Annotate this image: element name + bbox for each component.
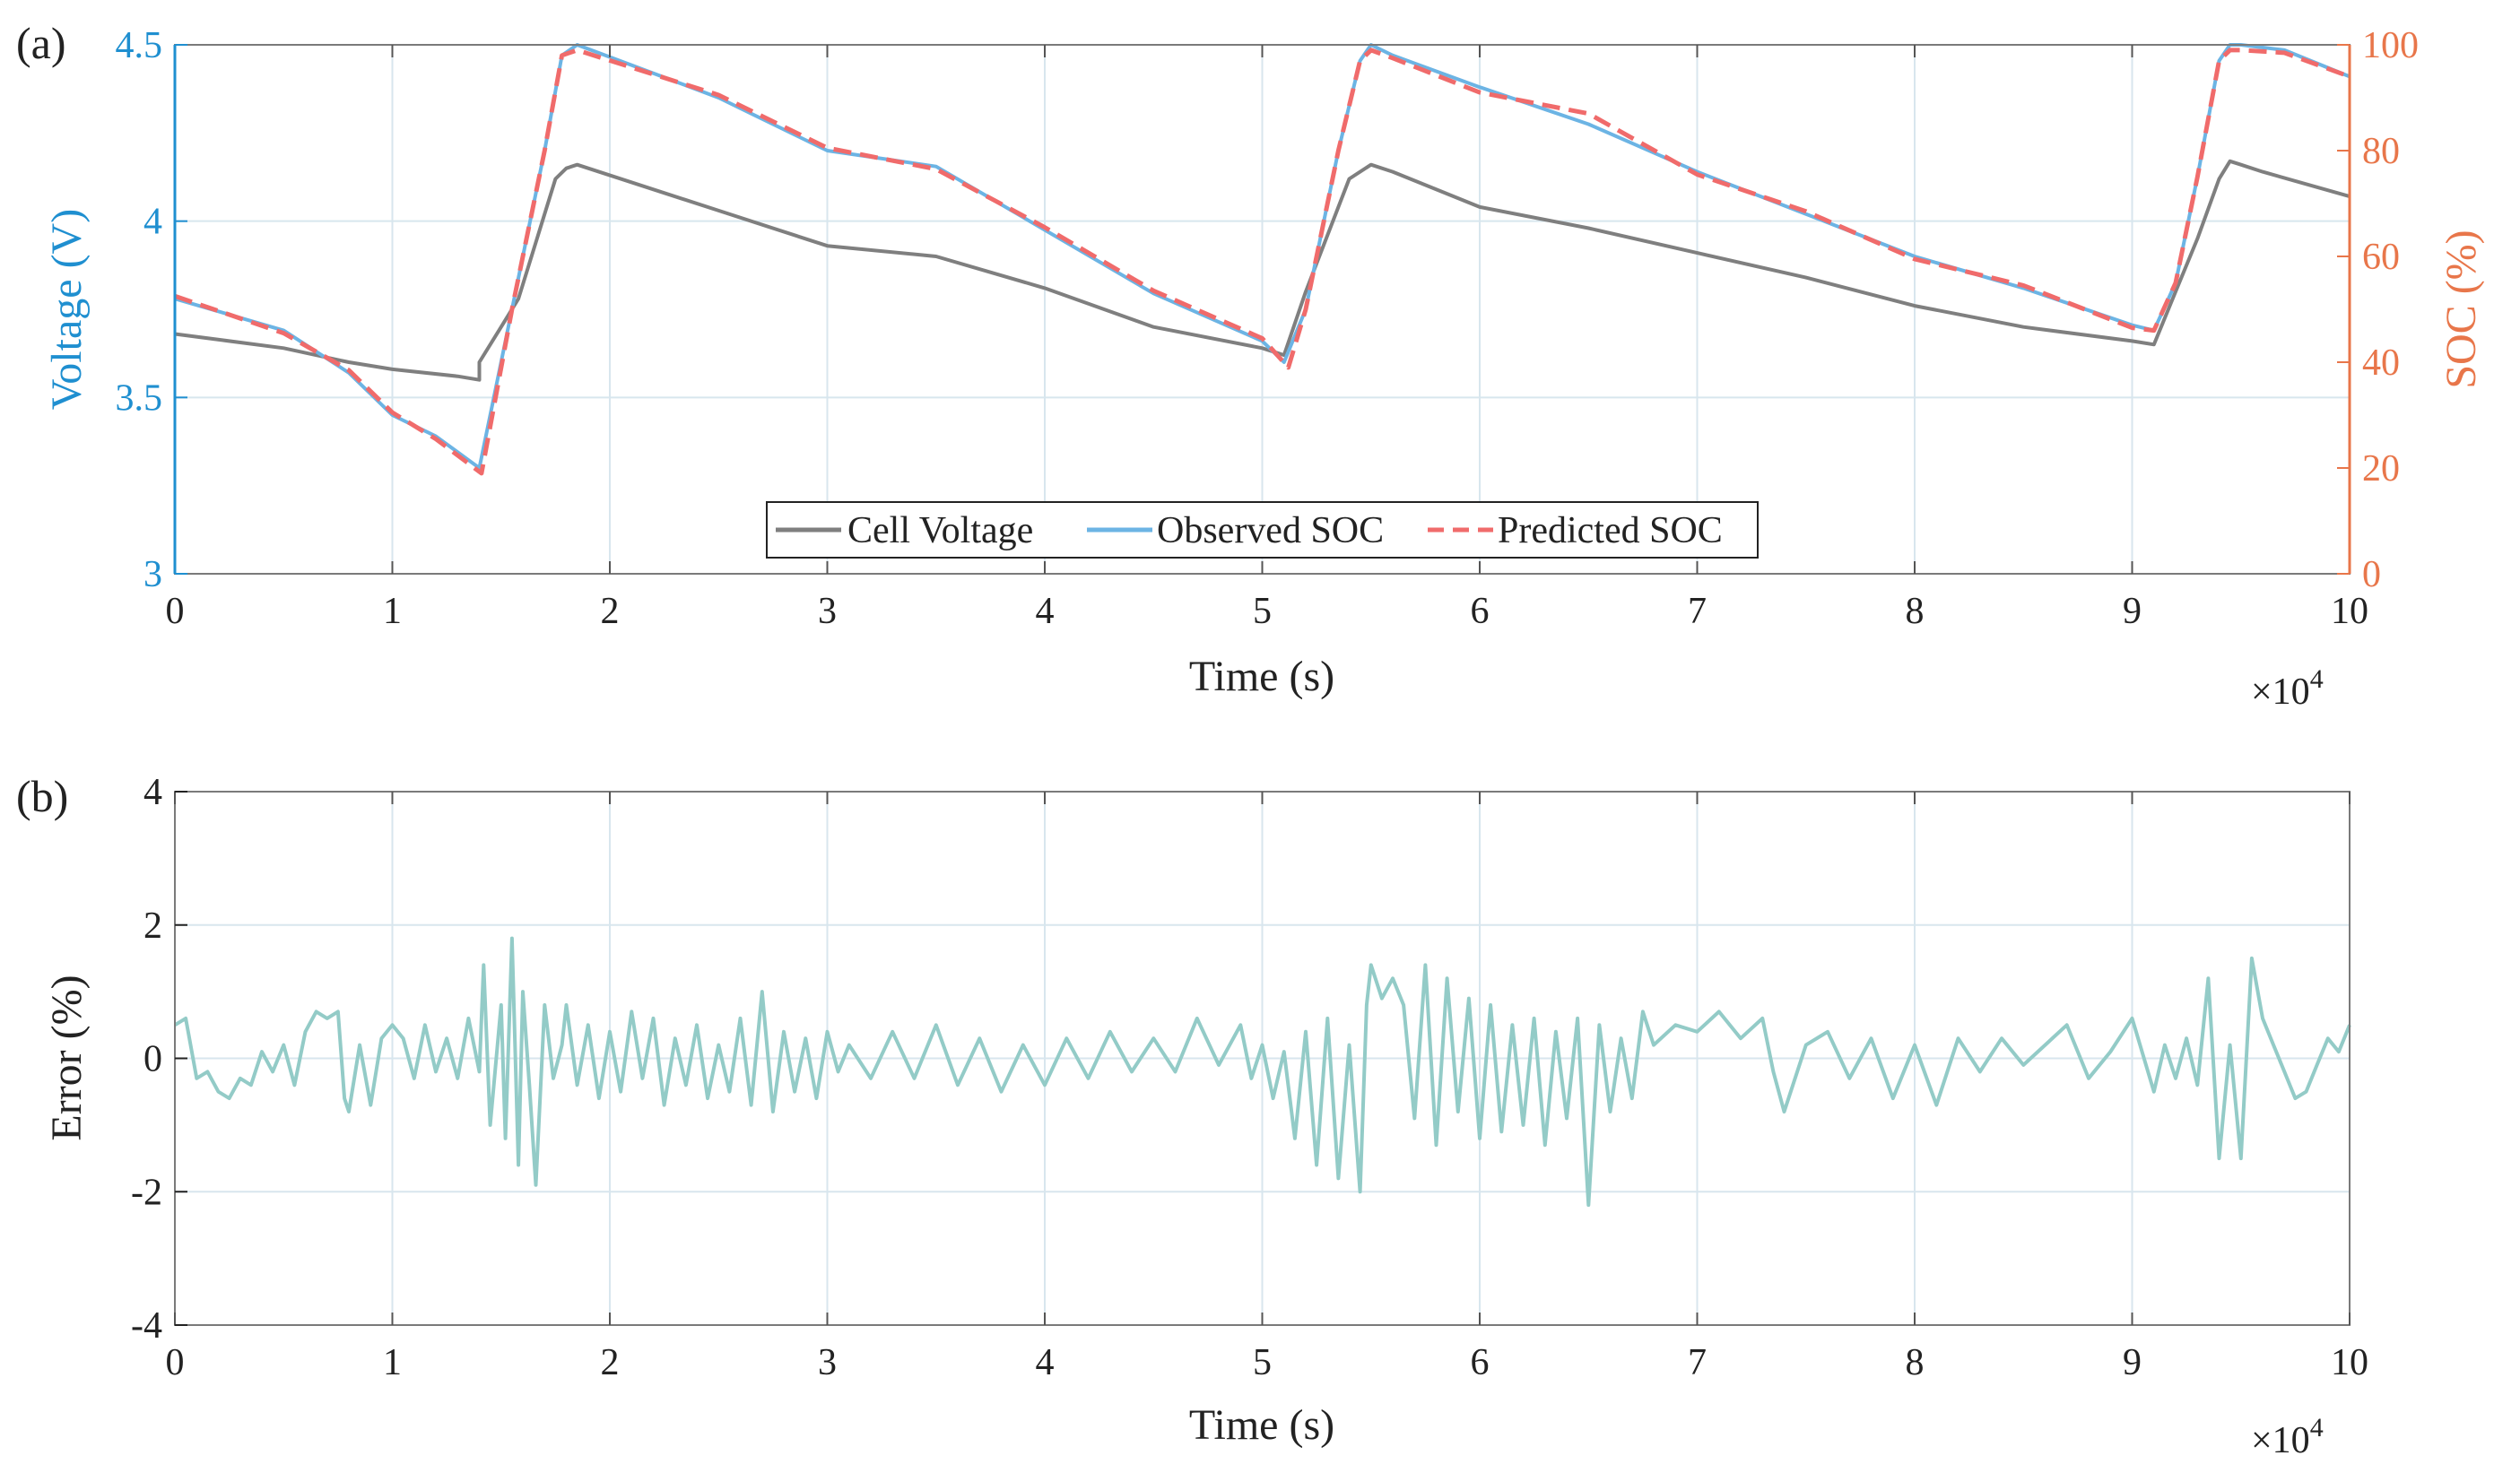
y-tick-label-right: 40 — [2362, 342, 2400, 384]
x-tick-label: 9 — [2123, 591, 2142, 632]
x-tick-label: 0 — [166, 1342, 185, 1383]
series-error — [173, 936, 2351, 1208]
y-tick-label-left: 4 — [143, 202, 162, 243]
panel-b-label: (b) — [16, 771, 68, 821]
x-tick-label: 4 — [1036, 591, 1055, 632]
panel-b-y-label: Error (%) — [43, 975, 91, 1140]
legend: Cell Voltage Observed SOC Predicted SOC — [766, 501, 1759, 559]
y-tick-label-left: 2 — [143, 905, 162, 947]
x-tick-label: 2 — [601, 591, 620, 632]
series-predicted-soc — [174, 48, 2351, 476]
y-tick-label-left: 3 — [143, 554, 162, 595]
x-tick-label: 4 — [1036, 1342, 1055, 1383]
panel-a-chart: 0 1 2 3 4 5 6 7 8 9 10 3 3.5 4 4.5 0 20 40 60 80 100 (a) Tim… — [16, 18, 2485, 713]
panel-b-chart: 0 1 2 3 4 5 6 7 8 9 10 -4 -2 0 2 4 (b) Time (s) ×104 Er… — [16, 771, 2368, 1461]
x-tick-label: 7 — [1688, 591, 1707, 632]
y-tick-label-right: 0 — [2362, 554, 2381, 595]
y-tick-label-left: -2 — [131, 1172, 162, 1213]
legend-box — [766, 501, 1759, 559]
y-tick-label-left: 0 — [143, 1039, 162, 1080]
panel-a-series — [174, 43, 2351, 476]
x-tick-label: 3 — [818, 1342, 837, 1383]
y-tick-label-left: -4 — [131, 1305, 162, 1347]
x-tick-label: 9 — [2123, 1342, 2142, 1383]
panel-a-ticks — [173, 44, 2351, 575]
panel-a-x-multiplier: ×104 — [2251, 664, 2324, 713]
y-tick-label-left: 4 — [143, 772, 162, 813]
legend-label-cell-voltage: Cell Voltage — [847, 510, 1033, 551]
panel-a-y-right-label: SOC (%) — [2437, 230, 2485, 388]
x-tick-label: 8 — [1906, 1342, 1925, 1383]
x-tick-label: 7 — [1688, 1342, 1707, 1383]
x-tick-label: 1 — [383, 1342, 402, 1383]
panel-b-x-axis-label: Time (s) — [1189, 1401, 1334, 1449]
y-tick-label-right: 80 — [2362, 131, 2400, 172]
x-tick-label: 6 — [1471, 1342, 1490, 1383]
panel-a-tick-labels: 0 1 2 3 4 5 6 7 8 9 10 3 3.5 4 4.5 0 20 40 60 80 100 — [116, 25, 2420, 632]
x-tick-label: 6 — [1471, 591, 1490, 632]
panel-a-x-axis-label: Time (s) — [1189, 653, 1334, 700]
panel-a-label: (a) — [16, 18, 66, 68]
x-tick-label: 1 — [383, 591, 402, 632]
legend-label-observed-soc: Observed SOC — [1157, 510, 1384, 551]
x-tick-label: 8 — [1906, 591, 1925, 632]
y-tick-label-right: 20 — [2362, 448, 2400, 490]
panel-b-series — [173, 936, 2351, 1208]
x-tick-label: 10 — [2331, 591, 2368, 632]
y-tick-label-right: 100 — [2362, 25, 2419, 66]
panel-b-x-multiplier: ×104 — [2251, 1413, 2324, 1461]
legend-label-predicted-soc: Predicted SOC — [1498, 510, 1723, 551]
x-tick-label: 5 — [1253, 591, 1272, 632]
y-tick-label-left: 3.5 — [116, 377, 163, 419]
series-cell-voltage — [174, 159, 2351, 382]
x-tick-label: 2 — [601, 1342, 620, 1383]
x-tick-label: 3 — [818, 591, 837, 632]
panel-b-tick-labels: 0 1 2 3 4 5 6 7 8 9 10 -4 -2 0 2 4 — [131, 772, 2368, 1383]
x-tick-label: 0 — [166, 591, 185, 632]
y-tick-label-left: 4.5 — [116, 25, 163, 66]
x-tick-label: 5 — [1253, 1342, 1272, 1383]
panel-b-ticks — [174, 791, 2351, 1326]
x-tick-label: 10 — [2331, 1342, 2368, 1383]
y-tick-label-right: 60 — [2362, 237, 2400, 278]
panel-a-y-left-label: Voltage (V) — [43, 209, 91, 410]
